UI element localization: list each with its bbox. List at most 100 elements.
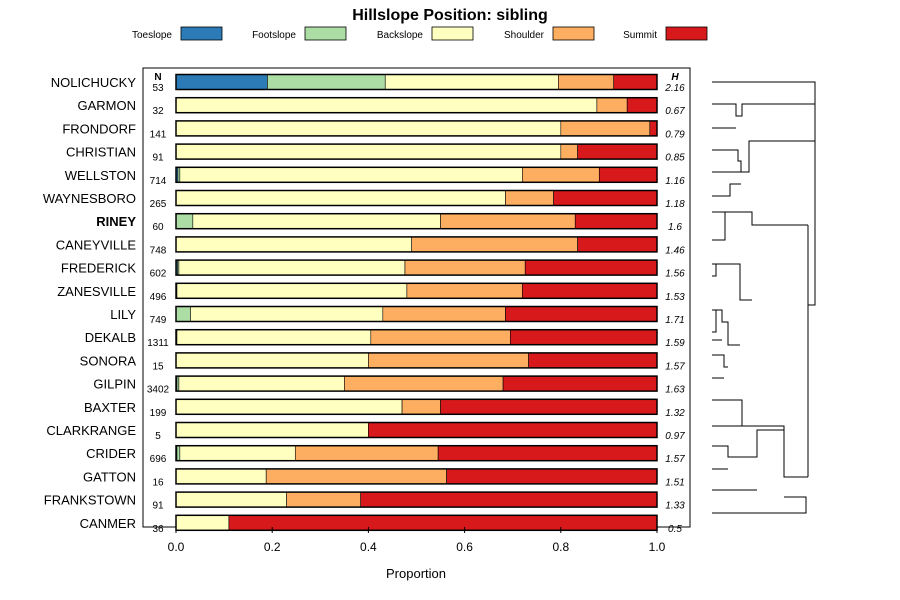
bar-segment-shoulder xyxy=(560,143,578,160)
bar-outline xyxy=(175,73,658,91)
bar-segment-backslope xyxy=(175,120,562,137)
bar-outline xyxy=(175,282,658,300)
bar-segment-summit xyxy=(577,143,658,160)
bar-segment-summit xyxy=(360,491,658,508)
bar-segment-backslope xyxy=(190,306,384,322)
h-value: 0.85 xyxy=(665,153,685,164)
row-christian: CHRISTIAN 91 0.85 xyxy=(66,143,685,164)
bar-segment-backslope xyxy=(176,329,372,346)
row-label: GATTON xyxy=(83,469,136,484)
bar-outline xyxy=(175,166,658,184)
legend-label-backslope: Backslope xyxy=(377,30,424,41)
chart-title: Hillslope Position: sibling xyxy=(352,7,548,24)
dendrogram-branch xyxy=(712,140,815,197)
bar-segment-shoulder xyxy=(522,167,600,183)
row-waynesboro: WAYNESBORO 265 1.18 xyxy=(43,189,685,210)
row-canmer: CANMER 36 0.5 xyxy=(80,514,682,535)
x-tick-label: 0.8 xyxy=(552,540,569,554)
bar-segment-shoulder xyxy=(265,468,447,485)
h-value: 1.46 xyxy=(665,245,685,256)
bar-segment-shoulder xyxy=(505,190,554,206)
n-value: 16 xyxy=(152,477,164,488)
bar-segment-summit xyxy=(598,167,658,183)
n-value: 91 xyxy=(152,501,164,512)
bar-segment-backslope xyxy=(178,259,406,276)
bar-segment-summit xyxy=(528,352,658,369)
n-value: 748 xyxy=(150,245,167,256)
n-value: 141 xyxy=(150,129,167,140)
bar-segment-footslope xyxy=(176,445,181,462)
bar-segment-shoulder xyxy=(286,491,362,508)
row-wellston: WELLSTON 714 1.16 xyxy=(65,166,685,187)
row-frondorf: FRONDORF 141 0.79 xyxy=(62,120,685,140)
row-riney: RINEY 60 1.6 xyxy=(96,212,682,233)
row-label: ZANESVILLE xyxy=(57,284,136,299)
bar-segment-shoulder xyxy=(382,306,506,322)
bar-segment-footslope xyxy=(175,306,191,322)
row-label: CRIDER xyxy=(86,446,136,461)
h-value: 1.59 xyxy=(665,338,685,349)
x-axis: 0.0 0.2 0.4 0.6 0.8 1.0 xyxy=(168,527,666,554)
n-value: 60 xyxy=(152,222,164,233)
n-value: 15 xyxy=(152,361,164,372)
row-lily: LILY 749 1.71 xyxy=(110,305,685,326)
row-label: GARMON xyxy=(78,98,137,113)
row-label: BAXTER xyxy=(84,400,136,415)
bar-outline xyxy=(175,120,658,137)
bar-segment-summit xyxy=(522,282,658,299)
h-value: 1.63 xyxy=(665,385,685,396)
legend-label-summit: Summit xyxy=(623,30,657,41)
n-value: 714 xyxy=(150,176,167,187)
row-nolichucky: NOLICHUCKY 53 2.16 xyxy=(51,73,685,94)
h-column-header: H xyxy=(671,72,679,83)
row-label: CLARKRANGE xyxy=(46,423,136,438)
bar-outline xyxy=(175,189,658,207)
bar-outline xyxy=(175,143,658,160)
n-value: 5 xyxy=(155,431,161,442)
n-value: 3402 xyxy=(147,385,170,396)
bar-outline xyxy=(175,236,658,253)
bar-segment-summit xyxy=(577,236,658,253)
row-label: GILPIN xyxy=(93,377,136,392)
bar-segment-summit xyxy=(574,213,658,229)
bar-outline xyxy=(175,375,658,392)
bar-segment-summit xyxy=(437,445,658,462)
n-value: 36 xyxy=(152,524,164,535)
h-value: 1.33 xyxy=(665,501,685,512)
dendrogram xyxy=(712,81,816,514)
row-sonora: SONORA 15 1.57 xyxy=(80,352,685,372)
bar-segment-footslope xyxy=(175,213,194,229)
h-value: 2.16 xyxy=(664,83,685,94)
row-frankstown: FRANKSTOWN 91 1.33 xyxy=(44,491,685,512)
h-value: 1.6 xyxy=(668,222,682,233)
n-value: 53 xyxy=(152,83,164,94)
legend-label-toeslope: Toeslope xyxy=(132,30,172,41)
bar-segment-shoulder xyxy=(411,236,578,253)
bar-segment-backslope xyxy=(175,143,562,160)
bar-segment-backslope xyxy=(175,352,369,369)
bar-outline xyxy=(175,444,658,462)
bar-segment-backslope xyxy=(176,282,408,299)
n-value: 265 xyxy=(150,199,167,210)
row-clarkrange: CLARKRANGE 5 0.97 xyxy=(46,421,685,442)
row-label: CANEYVILLE xyxy=(56,237,137,252)
h-value: 1.51 xyxy=(665,477,684,488)
bar-segment-backslope xyxy=(175,398,403,415)
row-label: NOLICHUCKY xyxy=(51,75,137,90)
x-tick-label: 0.4 xyxy=(360,540,377,554)
h-value: 1.57 xyxy=(665,454,685,465)
x-axis-label: Proportion xyxy=(386,566,446,581)
bar-segment-summit xyxy=(649,120,658,137)
legend-swatch-toeslope xyxy=(180,26,223,41)
n-value: 696 xyxy=(150,454,167,465)
legend-label-shoulder: Shoulder xyxy=(504,30,545,41)
row-caneyville: CANEYVILLE 748 1.46 xyxy=(56,236,685,256)
x-tick-label: 0.0 xyxy=(168,540,185,554)
h-value: 0.5 xyxy=(668,524,682,535)
bar-outline xyxy=(175,421,658,439)
row-crider: CRIDER 696 1.57 xyxy=(86,444,685,465)
bar-segment-shoulder xyxy=(404,259,526,276)
bar-outline xyxy=(175,398,658,416)
bar-segment-backslope xyxy=(175,514,230,531)
row-zanesville: ZANESVILLE 496 1.53 xyxy=(57,282,685,303)
